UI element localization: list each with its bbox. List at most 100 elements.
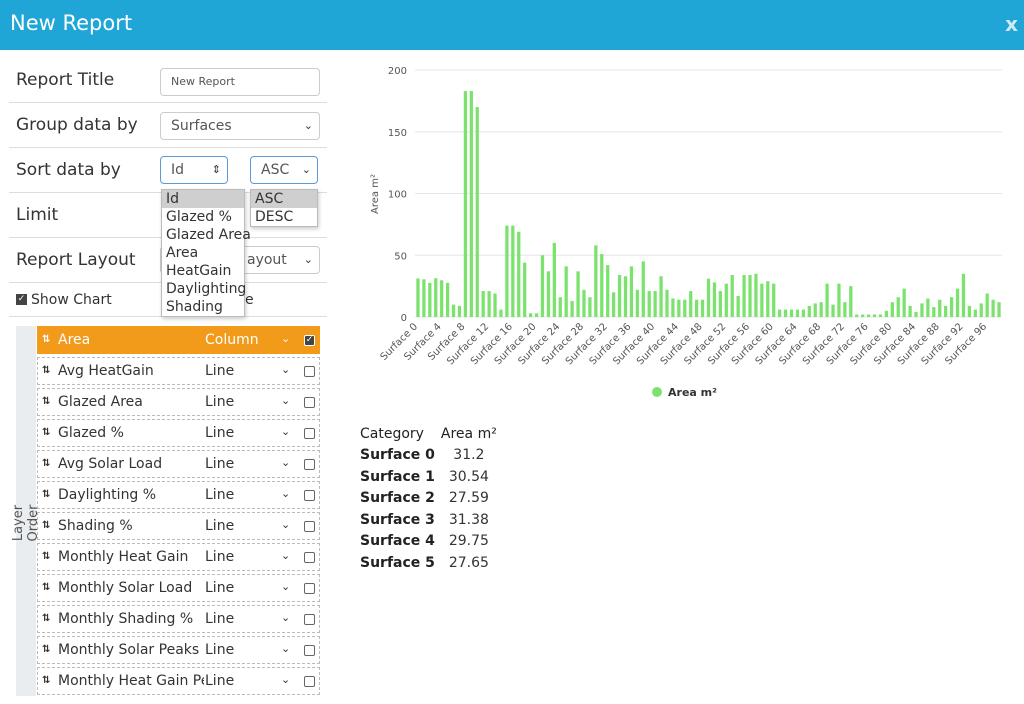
sort-field-option[interactable]: Area [166, 245, 199, 261]
bar [517, 231, 521, 317]
chevron-down-icon[interactable]: ⌄ [281, 425, 291, 438]
report-layout-value: ayout [247, 252, 287, 268]
layer-visible-checkbox[interactable] [304, 397, 315, 408]
sort-arrows-icon[interactable]: ⇅ [42, 644, 51, 655]
layer-visible-checkbox[interactable] [304, 366, 315, 377]
bar [677, 299, 681, 317]
chevron-down-icon[interactable]: ⌄ [281, 580, 291, 593]
sort-arrows-icon[interactable]: ⇅ [42, 582, 51, 593]
chevron-down-icon[interactable]: ⌄ [281, 642, 291, 655]
sort-field-option[interactable]: Glazed Area [166, 227, 251, 243]
sort-order-option[interactable]: DESC [255, 209, 294, 225]
layer-row[interactable]: ⇅ Monthly Solar Load Line ⌄ [37, 574, 320, 602]
chevron-down-icon[interactable]: ⌄ [281, 456, 291, 469]
sort-arrows-icon[interactable]: ⇅ [42, 551, 51, 562]
bar [659, 276, 663, 317]
layer-row[interactable]: ⇅ Monthly Solar Peaks Line ⌄ [37, 636, 320, 664]
layer-visible-checkbox[interactable] [304, 459, 315, 470]
sort-arrows-icon[interactable]: ⇅ [42, 427, 51, 438]
layer-row[interactable]: ⇅ Shading % Line ⌄ [37, 512, 320, 540]
layer-row[interactable]: ⇅ Avg Solar Load Line ⌄ [37, 450, 320, 478]
layer-visible-checkbox[interactable] [304, 521, 315, 532]
bar [766, 281, 770, 317]
layer-row[interactable]: ⇅ Area Column ⌄ ✓ [37, 326, 320, 354]
chart-legend[interactable]: Area m² [652, 386, 717, 399]
layer-row[interactable]: ⇅ Monthly Heat Gain Line ⌄ [37, 543, 320, 571]
sort-order-select[interactable]: ASC ⌄ [250, 156, 318, 184]
layer-type-select[interactable]: Line [205, 425, 235, 441]
group-by-value: Surfaces [171, 118, 232, 134]
layer-visible-checkbox[interactable]: ✓ [304, 335, 315, 346]
sort-field-select[interactable]: Id ⇕ [160, 156, 228, 184]
layer-visible-checkbox[interactable] [304, 676, 315, 687]
sort-field-option[interactable]: Daylighting [166, 281, 247, 297]
chevron-down-icon[interactable]: ⌄ [281, 332, 291, 345]
layer-type-select[interactable]: Line [205, 580, 235, 596]
layer-type-select[interactable]: Column [205, 332, 259, 348]
bar [884, 310, 889, 317]
layer-visible-checkbox[interactable] [304, 645, 315, 656]
y-tick-label: 0 [401, 313, 407, 324]
layer-row[interactable]: ⇅ Monthly Heat Gain Pe Line ⌄ [37, 667, 320, 695]
show-chart-checkbox[interactable]: ✓ [16, 294, 27, 305]
layer-name: Glazed Area [58, 394, 143, 410]
sort-order-option[interactable]: ASC [251, 190, 317, 208]
bar [843, 302, 847, 317]
layer-type-select[interactable]: Line [205, 487, 235, 503]
bar [896, 297, 900, 317]
bar [451, 304, 456, 317]
chevron-down-icon[interactable]: ⌄ [281, 363, 291, 376]
layer-row[interactable]: ⇅ Monthly Shading % Line ⌄ [37, 605, 320, 633]
layer-type-select[interactable]: Line [205, 363, 235, 379]
layer-visible-checkbox[interactable] [304, 490, 315, 501]
layer-row[interactable]: ⇅ Daylighting % Line ⌄ [37, 481, 320, 509]
sort-arrows-icon[interactable]: ⇅ [42, 613, 51, 624]
y-tick-label: 50 [394, 251, 407, 262]
layer-type-select[interactable]: Line [205, 549, 235, 565]
sort-arrows-icon[interactable]: ⇅ [42, 458, 51, 469]
chevron-down-icon[interactable]: ⌄ [281, 673, 291, 686]
chevron-down-icon[interactable]: ⌄ [281, 549, 291, 562]
layer-visible-checkbox[interactable] [304, 614, 315, 625]
bar [902, 288, 906, 317]
layer-row[interactable]: ⇅ Avg HeatGain Line ⌄ [37, 357, 320, 385]
close-icon[interactable]: x [1005, 12, 1018, 36]
sort-by-row: Sort data by Id ⇕ ASC ⌄ [9, 148, 327, 193]
bar [807, 305, 811, 317]
sort-field-option[interactable]: HeatGain [166, 263, 232, 279]
sort-field-option[interactable]: Id [162, 190, 244, 208]
sort-field-option[interactable]: Glazed % [166, 209, 232, 225]
sort-arrows-icon[interactable]: ⇅ [42, 489, 51, 500]
bar [689, 291, 693, 317]
bar [511, 225, 515, 317]
layer-type-select[interactable]: Line [205, 642, 235, 658]
group-by-select[interactable]: Surfaces ⌄ [160, 112, 320, 140]
sort-arrows-icon[interactable]: ⇅ [42, 675, 51, 686]
sort-arrows-icon[interactable]: ⇅ [42, 520, 51, 531]
chevron-down-icon[interactable]: ⌄ [281, 611, 291, 624]
bar [487, 291, 491, 317]
layer-type-select[interactable]: Line [205, 611, 235, 627]
layer-type-select[interactable]: Line [205, 456, 235, 472]
sort-arrows-icon[interactable]: ⇅ [42, 365, 51, 376]
bar [422, 279, 426, 317]
sort-field-value: Id [171, 162, 185, 178]
sort-arrows-icon[interactable]: ⇅ [42, 396, 51, 407]
chevron-down-icon[interactable]: ⌄ [281, 487, 291, 500]
chevron-down-icon[interactable]: ⌄ [281, 518, 291, 531]
layer-type-select[interactable]: Line [205, 394, 235, 410]
report-layout-label: Report Layout [16, 250, 136, 270]
layer-row[interactable]: ⇅ Glazed Area Line ⌄ [37, 388, 320, 416]
table-cell-category: Surface 4 [360, 533, 435, 550]
layer-type-select[interactable]: Line [205, 673, 235, 689]
layer-visible-checkbox[interactable] [304, 583, 315, 594]
layer-visible-checkbox[interactable] [304, 428, 315, 439]
sort-arrows-icon[interactable]: ⇅ [42, 334, 51, 345]
layer-row[interactable]: ⇅ Glazed % Line ⌄ [37, 419, 320, 447]
layer-visible-checkbox[interactable] [304, 552, 315, 563]
layer-type-select[interactable]: Line [205, 518, 235, 534]
chevron-down-icon[interactable]: ⌄ [281, 394, 291, 407]
sort-field-option[interactable]: Shading [166, 299, 223, 315]
report-title-input[interactable]: New Report [160, 68, 320, 96]
bar [635, 289, 639, 317]
